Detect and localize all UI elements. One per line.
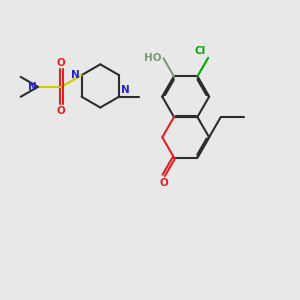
Text: O: O bbox=[57, 58, 66, 68]
Text: N: N bbox=[121, 85, 129, 95]
Text: N: N bbox=[28, 82, 36, 92]
Text: Cl: Cl bbox=[195, 46, 206, 56]
Text: HO: HO bbox=[144, 53, 161, 63]
Text: O: O bbox=[57, 106, 66, 116]
Text: O: O bbox=[159, 178, 168, 188]
Text: N: N bbox=[71, 70, 80, 80]
